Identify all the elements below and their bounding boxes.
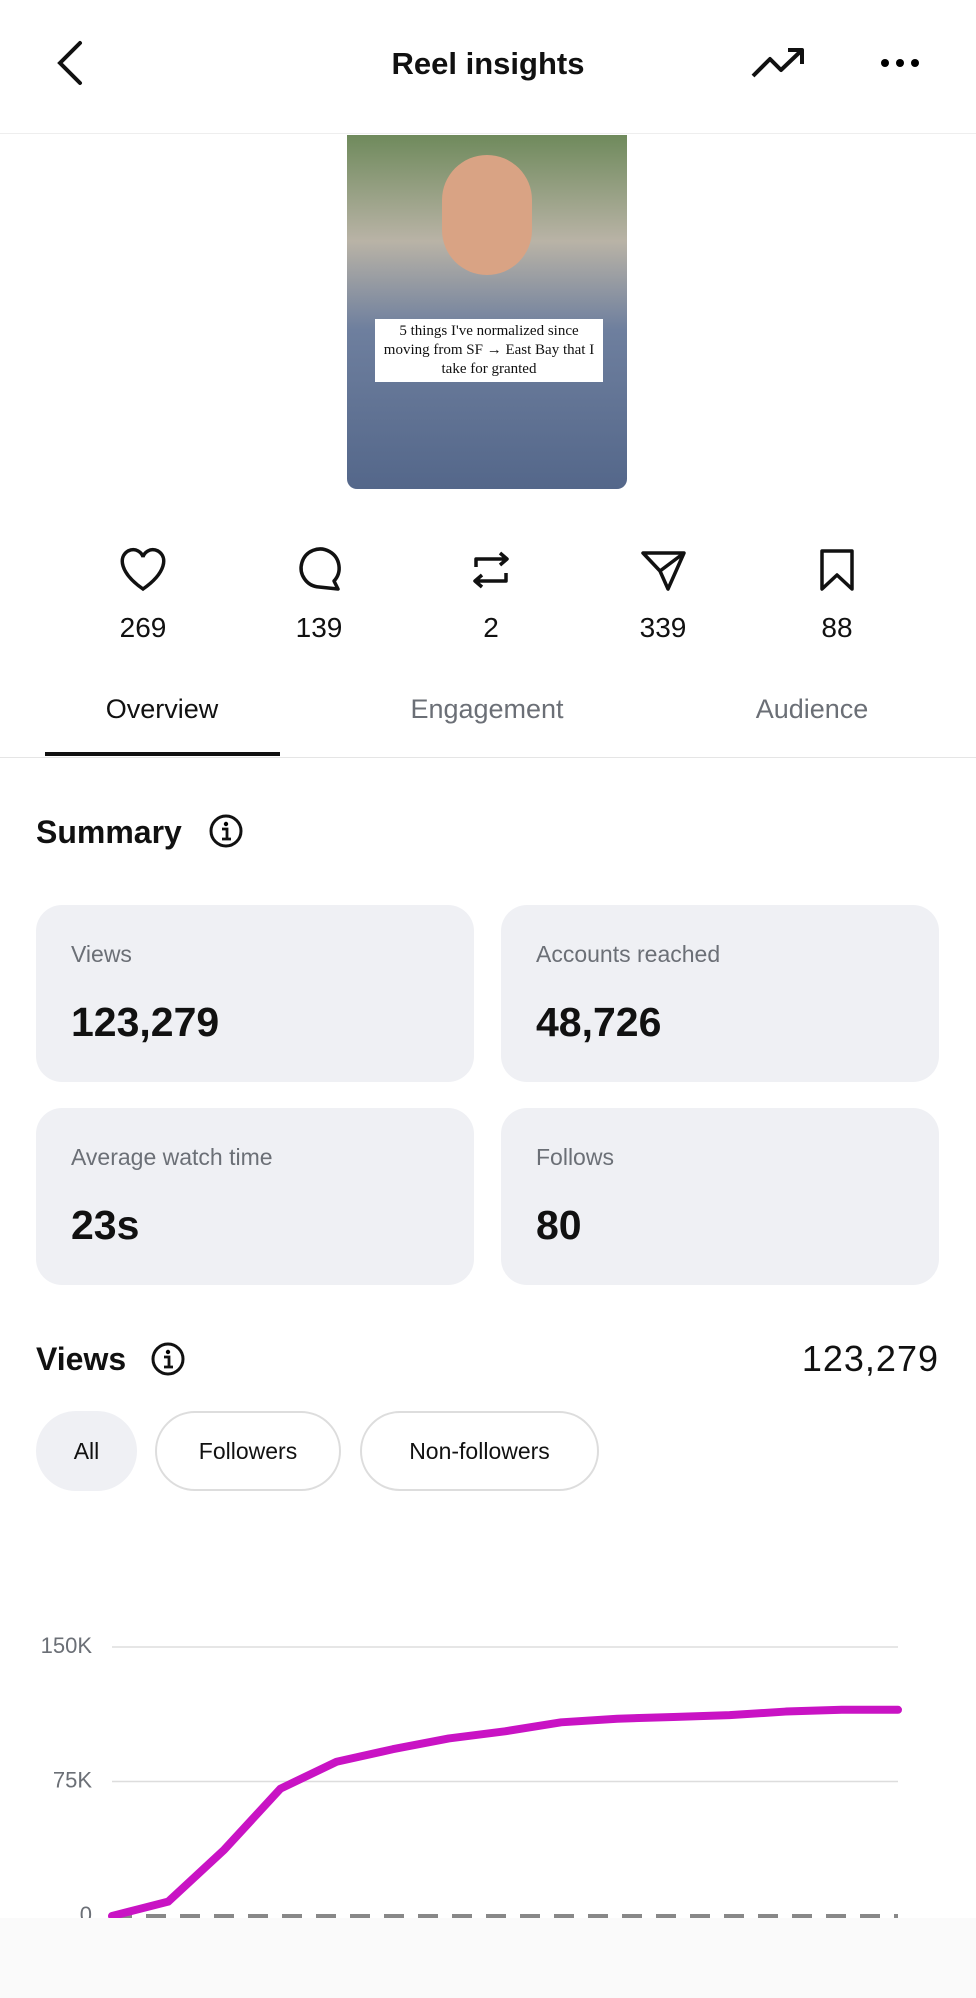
views-line bbox=[108, 1705, 902, 1918]
summary-card[interactable]: Views 123,279 bbox=[36, 905, 474, 1082]
divider bbox=[0, 757, 976, 758]
card-label: Average watch time bbox=[71, 1144, 273, 1170]
card-value: 80 bbox=[536, 1202, 582, 1248]
views-total: 123,279 bbox=[801, 1338, 939, 1379]
summary-card[interactable]: Follows 80 bbox=[501, 1108, 939, 1285]
tab-indicator bbox=[45, 752, 280, 756]
card-label: Accounts reached bbox=[536, 941, 721, 967]
more-button[interactable] bbox=[880, 56, 920, 70]
tab[interactable]: Audience bbox=[755, 694, 869, 724]
summary-card[interactable]: Average watch time 23s bbox=[36, 1108, 474, 1285]
page-title: Reel insights bbox=[391, 46, 585, 81]
section-title: Summary bbox=[36, 814, 182, 850]
filter-pill[interactable]: Followers bbox=[155, 1411, 341, 1491]
face bbox=[442, 155, 532, 275]
filter-pill[interactable]: All bbox=[36, 1411, 137, 1491]
back-button[interactable] bbox=[50, 38, 90, 88]
reel-thumbnail[interactable]: 5 things I've normalized since moving fr… bbox=[347, 135, 627, 489]
info-icon[interactable] bbox=[208, 813, 244, 849]
stat-icons bbox=[120, 547, 854, 592]
card-value: 48,726 bbox=[536, 999, 662, 1045]
info-icon[interactable] bbox=[150, 1341, 186, 1377]
y-tick-label: 150K bbox=[41, 1633, 93, 1658]
card-label: Follows bbox=[536, 1144, 614, 1170]
stat-value: 269 bbox=[119, 612, 167, 643]
bottom-area bbox=[0, 1918, 976, 1998]
tab[interactable]: Engagement bbox=[410, 694, 564, 724]
stat-value: 88 bbox=[821, 612, 853, 643]
trend-button[interactable] bbox=[750, 46, 806, 82]
tab[interactable]: Overview bbox=[105, 694, 219, 724]
reel-caption: 5 things I've normalized since moving fr… bbox=[375, 319, 603, 382]
filter-pill[interactable]: Non-followers bbox=[360, 1411, 599, 1491]
card-value: 23s bbox=[71, 1202, 140, 1248]
stat-value: 339 bbox=[639, 612, 687, 643]
stat-value: 2 bbox=[483, 612, 499, 643]
summary-card[interactable]: Accounts reached 48,726 bbox=[501, 905, 939, 1082]
y-tick-label: 75K bbox=[53, 1767, 92, 1792]
section-title: Views bbox=[36, 1341, 127, 1377]
y-tick-label: 0 bbox=[80, 1902, 92, 1918]
top-bar bbox=[0, 0, 976, 134]
card-label: Views bbox=[71, 941, 132, 967]
stat-value: 139 bbox=[295, 612, 343, 643]
views-chart: 0 75K 150K bbox=[41, 1633, 902, 1918]
card-value: 123,279 bbox=[71, 999, 220, 1045]
